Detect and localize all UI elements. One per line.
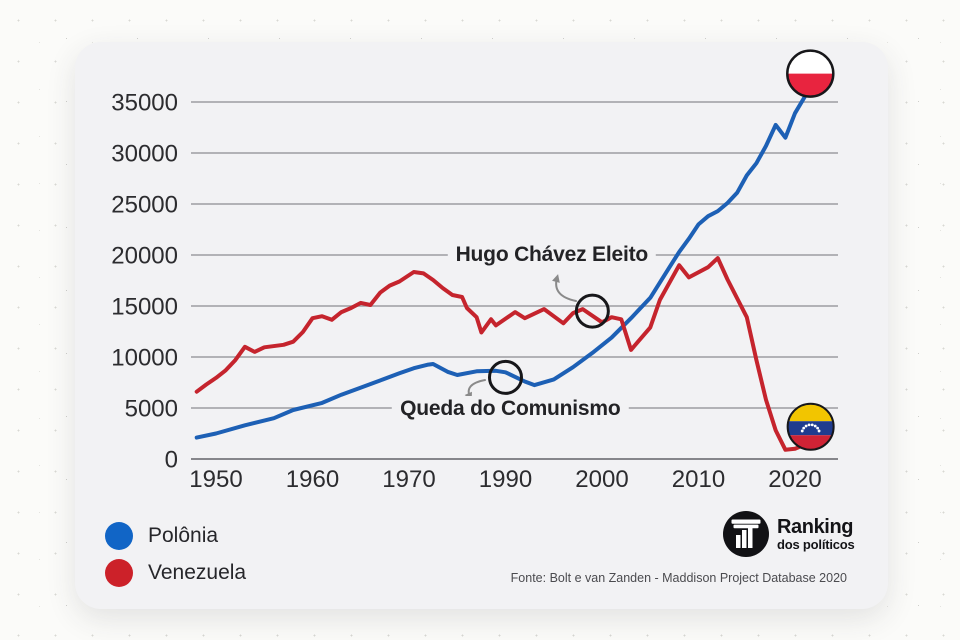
venezuela-flag-star (804, 424, 808, 428)
legend-color-dot (105, 559, 133, 587)
chart-legend: Polônia Venezuela (105, 522, 246, 596)
y-tick-label: 30000 (111, 141, 178, 168)
x-tick-label: 1960 (286, 466, 339, 493)
x-tick-label: 1950 (189, 466, 242, 493)
y-tick-label: 35000 (111, 90, 178, 117)
legend-color-dot (105, 522, 133, 550)
venezuela-flag-star (816, 426, 819, 430)
y-tick-label: 20000 (111, 243, 178, 270)
ranking-politicos-column-icon (723, 511, 769, 557)
venezuela-flag-star (800, 429, 804, 433)
annotation-circle (574, 293, 610, 329)
source-note: Fonte: Bolt e van Zanden - Maddison Proj… (510, 571, 847, 585)
legend-label: Polônia (148, 524, 219, 547)
y-tick-label: 25000 (111, 192, 178, 219)
poland-flag-red-half (787, 73, 834, 97)
brand-logo: Ranking dos políticos (721, 509, 855, 559)
x-tick-label: 2000 (575, 466, 628, 493)
venezuela-flag-star (810, 423, 814, 427)
legend-item: Polônia (105, 522, 246, 550)
x-tick-label: 2020 (768, 466, 821, 493)
y-tick-label: 5000 (125, 396, 178, 423)
axis-tick-labels: 0 5000 10000 15000 20000 25000 30000 35000 1950 1… (111, 90, 821, 494)
annotation-arrow (552, 274, 577, 302)
y-tick-label: 10000 (111, 345, 178, 372)
legend-item: Venezuela (105, 559, 246, 587)
annotation-label: Queda do Comunismo (392, 395, 629, 422)
y-tick-label: 15000 (111, 294, 178, 321)
poland-flag-marker (786, 49, 835, 98)
x-tick-label: 1990 (479, 466, 532, 493)
legend-label: Venezuela (148, 561, 247, 584)
venezuela-flag-star (813, 424, 817, 428)
venezuela-flag-star (802, 426, 806, 430)
venezuela-flag-marker (786, 402, 835, 451)
venezuela-flag-ring (786, 402, 835, 451)
annotation-label: Hugo Chávez Eleito (447, 242, 657, 268)
brand-name-line1: Ranking (777, 516, 854, 538)
brand-name-line2: dos políticos (777, 537, 855, 552)
annotation-circle (488, 359, 523, 395)
venezuela-flag-yellow-band (787, 403, 834, 422)
x-tick-label: 2010 (672, 466, 725, 493)
series-line-venezuela (194, 256, 807, 452)
x-tick-label: 1970 (382, 466, 435, 493)
y-tick-label: 0 (165, 447, 178, 474)
brand-name: Ranking dos políticos (777, 517, 855, 551)
poland-flag-ring (786, 49, 835, 98)
venezuela-flag-blue-band (787, 421, 834, 436)
venezuela-flag-star (807, 423, 811, 427)
annotation-arrow (464, 379, 486, 401)
series-line-polnia (194, 79, 817, 440)
venezuela-flag-star (817, 429, 821, 433)
